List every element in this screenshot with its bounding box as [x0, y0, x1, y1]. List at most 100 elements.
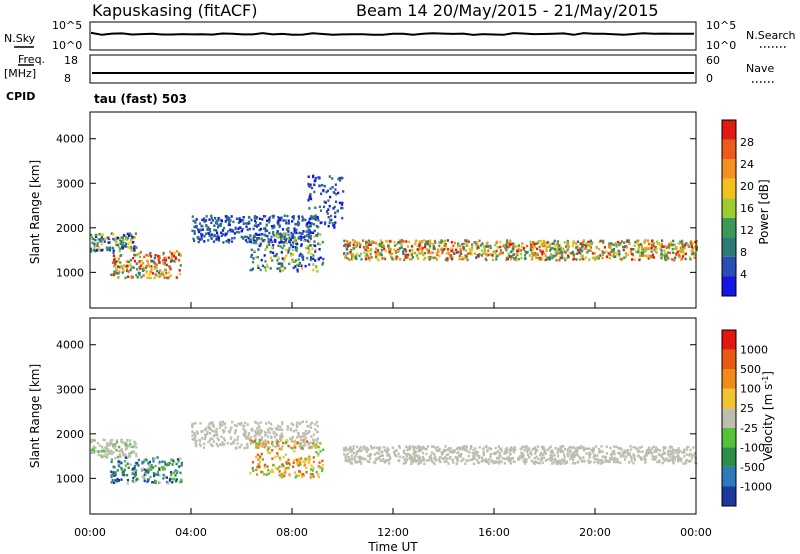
power-cell [649, 247, 652, 250]
velocity-cell [442, 448, 445, 452]
velocity-cell [299, 435, 303, 439]
power-cell [462, 246, 465, 250]
velocity-cell [153, 474, 156, 478]
nave-tick-top: 60 [706, 54, 720, 67]
velocity-cell [510, 449, 513, 452]
colorbar-segment [722, 447, 736, 467]
power-cell [257, 266, 260, 269]
velocity-cell [670, 446, 673, 449]
power-cell [229, 228, 232, 231]
power-cell [562, 247, 565, 250]
velocity-cell [203, 446, 206, 449]
power-cell [346, 240, 349, 243]
velocity-cell [93, 449, 96, 453]
colorbar-tick-label: -25 [740, 422, 758, 435]
power-cell [331, 177, 334, 180]
velocity-cell [296, 441, 299, 444]
power-cell [118, 237, 121, 240]
velocity-cell [628, 452, 631, 455]
power-cell [148, 276, 151, 280]
power-cell [279, 232, 282, 236]
power-cell [193, 220, 197, 223]
time-x-axis: 00:00 04:00 08:00 12:00 16:00 20:00 00:00 [74, 302, 712, 539]
velocity-cell [216, 437, 219, 440]
power-cell [93, 242, 96, 246]
velocity-cell [594, 445, 598, 448]
power-cell [312, 254, 315, 257]
power-cell [405, 250, 408, 253]
power-cell [300, 235, 303, 238]
velocity-cell [94, 446, 97, 449]
velocity-cell [665, 457, 668, 461]
power-cell [684, 244, 687, 247]
power-cell [225, 217, 228, 221]
power-cell [94, 233, 97, 237]
velocity-cell [207, 440, 210, 444]
velocity-cell [144, 471, 147, 474]
power-cell [280, 216, 283, 219]
power-cell [660, 249, 663, 252]
power-cell [433, 247, 436, 250]
velocity-cell [552, 451, 555, 454]
power-cell [278, 224, 282, 227]
velocity-cell [414, 450, 417, 454]
velocity-cell [573, 455, 576, 459]
velocity-cell [282, 441, 285, 445]
power-cell [587, 249, 590, 252]
power-cell [285, 254, 288, 257]
velocity-cell [505, 451, 508, 455]
velocity-cell [658, 449, 661, 452]
power-cell [200, 235, 203, 238]
power-cell [309, 193, 312, 196]
power-cell [631, 258, 634, 261]
power-cell [426, 240, 429, 243]
velocity-cell [239, 445, 242, 449]
velocity-cell [234, 428, 238, 432]
power-cell [308, 263, 311, 266]
power-cell [389, 248, 393, 251]
velocity-cell [115, 441, 118, 444]
velocity-cell [277, 440, 280, 443]
power-cell [424, 240, 427, 244]
power-cell [476, 247, 479, 250]
velocity-cell [500, 460, 503, 464]
velocity-cell [655, 455, 658, 458]
power-cell [436, 253, 439, 256]
power-cell [667, 256, 670, 260]
power-cell [692, 248, 695, 252]
velocity-cell [402, 451, 405, 454]
velocity-cell [509, 453, 512, 456]
power-cell [147, 254, 150, 257]
velocity-cell [248, 437, 251, 441]
velocity-cell [121, 441, 124, 444]
velocity-cell [122, 452, 126, 456]
velocity-cell [671, 457, 674, 460]
power-cell [124, 244, 128, 247]
velocity-cell [166, 480, 169, 484]
power-cell [376, 257, 379, 261]
power-cell [149, 253, 152, 256]
velocity-cell [152, 472, 155, 475]
velocity-cell [484, 458, 487, 461]
power-cell [471, 246, 474, 250]
power-cell [682, 255, 685, 258]
power-cell [217, 235, 220, 239]
velocity-cell [423, 462, 426, 466]
power-cell [129, 268, 132, 272]
power-cell [292, 233, 295, 236]
velocity-cell [297, 432, 300, 435]
power-cell [623, 256, 626, 259]
power-cell [199, 228, 202, 232]
power-cell [315, 224, 318, 228]
velocity-cell [559, 450, 563, 453]
power-cell [607, 252, 610, 255]
power-cell [608, 256, 611, 260]
power-cell [449, 254, 452, 257]
y-tick-label: 3000 [56, 177, 84, 190]
power-cell [296, 241, 299, 244]
power-cell [230, 229, 233, 233]
power-cell [216, 231, 219, 235]
x-tick-label: 16:00 [478, 526, 510, 539]
velocity-cell [534, 460, 537, 463]
power-cell [536, 242, 539, 245]
